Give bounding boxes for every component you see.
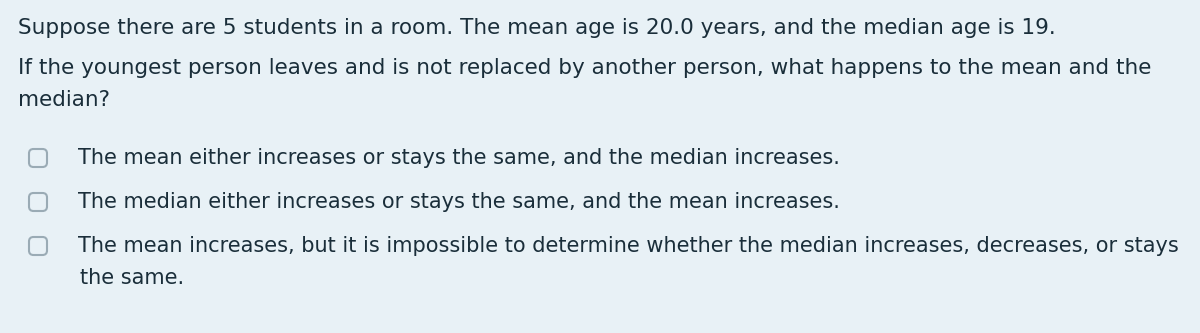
Text: The mean increases, but it is impossible to determine whether the median increas: The mean increases, but it is impossible…	[78, 236, 1178, 256]
Text: If the youngest person leaves and is not replaced by another person, what happen: If the youngest person leaves and is not…	[18, 58, 1151, 78]
Text: The median either increases or stays the same, and the mean increases.: The median either increases or stays the…	[78, 192, 840, 212]
Text: The mean either increases or stays the same, and the median increases.: The mean either increases or stays the s…	[78, 148, 840, 168]
Text: the same.: the same.	[80, 268, 184, 288]
Text: median?: median?	[18, 90, 110, 110]
Text: Suppose there are 5 students in a room. The mean age is 20.0 years, and the medi: Suppose there are 5 students in a room. …	[18, 18, 1056, 38]
